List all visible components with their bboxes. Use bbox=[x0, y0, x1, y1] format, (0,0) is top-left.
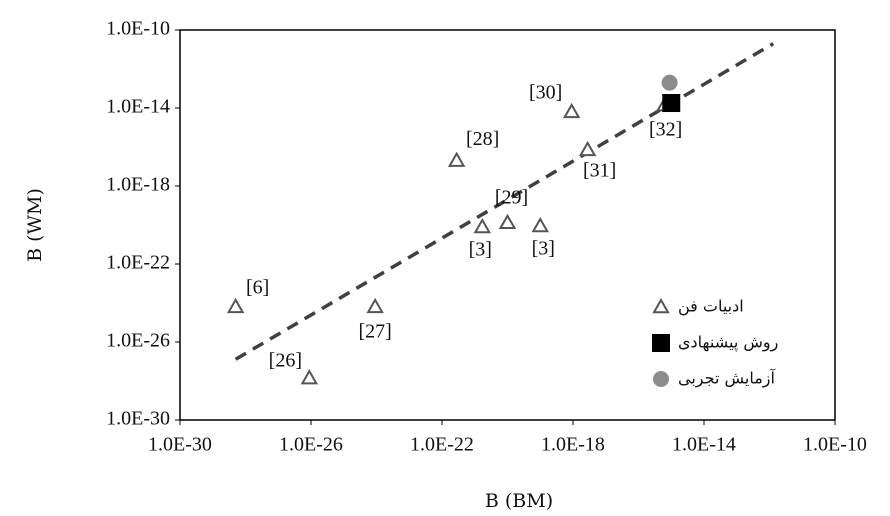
y-tick-label: 1.0E-30 bbox=[106, 408, 170, 430]
point-label: [3] bbox=[532, 238, 555, 260]
point bbox=[447, 151, 466, 167]
x-axis-title: B (BM) bbox=[485, 490, 553, 512]
legend-label: ادبیات فن bbox=[678, 297, 744, 317]
point-label: [26] bbox=[269, 350, 302, 372]
point-label: [27] bbox=[358, 321, 391, 343]
point-label: [31] bbox=[583, 159, 616, 181]
point bbox=[562, 102, 581, 119]
legend-marker bbox=[652, 334, 670, 352]
y-axis-title: B (WM) bbox=[24, 188, 46, 262]
legend-marker bbox=[652, 297, 670, 314]
point-label: [3] bbox=[469, 239, 492, 261]
x-tick-label: 1.0E-30 bbox=[148, 434, 212, 456]
trend-line bbox=[234, 42, 775, 361]
legend-label: آزمایش تجربی bbox=[678, 369, 777, 389]
point bbox=[578, 140, 597, 157]
y-tick-label: 1.0E-10 bbox=[106, 18, 170, 40]
x-tick-label: 1.0E-10 bbox=[803, 434, 867, 456]
point bbox=[662, 94, 681, 113]
y-tick-label: 1.0E-22 bbox=[106, 252, 170, 274]
point-label: [32] bbox=[649, 119, 682, 141]
y-tick-label: 1.0E-14 bbox=[106, 96, 170, 118]
point bbox=[498, 213, 517, 230]
legend-label: روش پیشنهادی bbox=[678, 333, 778, 353]
point-label: [6] bbox=[246, 277, 269, 299]
point bbox=[366, 297, 384, 314]
y-tick-label: 1.0E-26 bbox=[106, 330, 170, 352]
x-tick-label: 1.0E-14 bbox=[672, 434, 736, 456]
y-tick-label: 1.0E-18 bbox=[106, 174, 170, 196]
point-label: [30] bbox=[529, 82, 562, 104]
plot-frame bbox=[179, 29, 836, 421]
point-label: [29] bbox=[495, 186, 528, 208]
point bbox=[226, 297, 245, 314]
point bbox=[661, 74, 678, 91]
x-tick-label: 1.0E-26 bbox=[279, 434, 343, 456]
x-tick-label: 1.0E-22 bbox=[410, 434, 474, 456]
point-label: [28] bbox=[466, 128, 499, 150]
x-tick-label: 1.0E-18 bbox=[541, 434, 605, 456]
legend-marker bbox=[653, 371, 669, 387]
point bbox=[531, 216, 549, 233]
point bbox=[473, 217, 492, 234]
point bbox=[300, 369, 319, 385]
